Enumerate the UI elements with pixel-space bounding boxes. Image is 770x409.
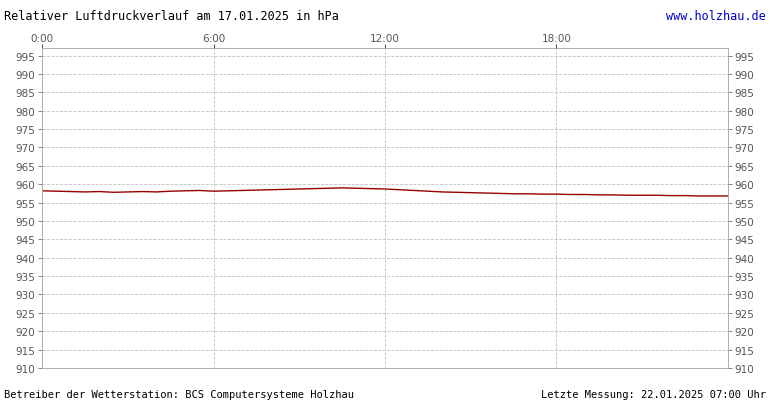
Text: Betreiber der Wetterstation: BCS Computersysteme Holzhau: Betreiber der Wetterstation: BCS Compute… bbox=[4, 389, 354, 399]
Text: www.holzhau.de: www.holzhau.de bbox=[666, 10, 766, 23]
Text: Letzte Messung: 22.01.2025 07:00 Uhr: Letzte Messung: 22.01.2025 07:00 Uhr bbox=[541, 389, 766, 399]
Text: Relativer Luftdruckverlauf am 17.01.2025 in hPa: Relativer Luftdruckverlauf am 17.01.2025… bbox=[4, 10, 339, 23]
